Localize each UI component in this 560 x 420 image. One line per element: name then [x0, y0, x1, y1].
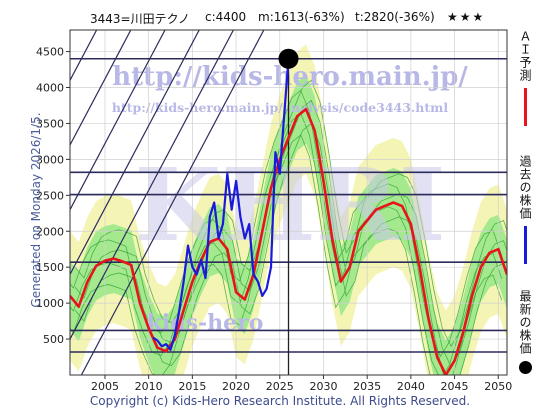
- trend-diagonal: [70, 30, 166, 210]
- y-tick-label: 4500: [36, 46, 64, 59]
- watermark-layer: http://kids-hero.main.jp/http://kids-her…: [112, 62, 468, 336]
- legend-latest-dot: [519, 361, 532, 374]
- x-tick-label: 2020: [222, 380, 250, 393]
- y-tick-label: 3500: [36, 117, 64, 130]
- x-tick-label: 2015: [178, 380, 206, 393]
- band-line: [70, 134, 503, 375]
- legend-ai-label: ＡＩ予測: [518, 30, 532, 82]
- plot-frame: [69, 29, 508, 376]
- range-band-inner: [70, 74, 507, 375]
- legend-past-swatch: [524, 226, 527, 264]
- trend-diagonal: [70, 30, 235, 340]
- y-tick-label: 3000: [36, 153, 64, 166]
- x-tick-label: 2040: [397, 380, 425, 393]
- x-tick-label: 2005: [91, 380, 119, 393]
- legend-past-label: 過去の株価: [518, 155, 532, 220]
- rating-stars: ★★★: [447, 10, 486, 24]
- legend-past: 過去の株価: [517, 155, 535, 264]
- y-tick-label: 4000: [36, 82, 64, 95]
- current-price: c:4400: [205, 10, 247, 24]
- min-price: m:1613(-63%): [258, 10, 345, 24]
- y-tick-label: 500: [43, 333, 64, 346]
- y-tick-label: 2500: [36, 189, 64, 202]
- axes-layer: 2005 2010 2015 2020 2025 2030 2035 2040 2045 2050…: [36, 29, 512, 393]
- latest-price-dot: [278, 48, 299, 69]
- band-line: [74, 79, 507, 348]
- x-tick-label: 2030: [309, 380, 337, 393]
- legend-ai-swatch: [524, 88, 527, 126]
- watermark-logo: KHRI: [134, 146, 445, 264]
- generated-date-label: Generated on Monday 2026/1/5.: [29, 112, 43, 308]
- ai-forecast-line: [70, 107, 507, 375]
- watermark-url-bottom: kids-hero: [147, 310, 264, 336]
- y-tick-label: 1500: [36, 261, 64, 274]
- x-tick-label: 2035: [353, 380, 381, 393]
- target-price: t:2820(-36%): [355, 10, 435, 24]
- y-tick-label: 2000: [36, 225, 64, 238]
- x-tick-label: 2010: [135, 380, 163, 393]
- stock-name: 3443=川田テクノ: [90, 12, 190, 26]
- x-tick-label: 2045: [441, 380, 469, 393]
- x-tick-label: 2050: [484, 380, 512, 393]
- past-price-line: [152, 58, 290, 351]
- trend-diagonal: [70, 30, 200, 275]
- y-tick-label: 1000: [36, 297, 64, 310]
- plot-lines: [70, 30, 507, 375]
- copyright-footer: Copyright (c) Kids-Hero Research Institu…: [89, 394, 471, 408]
- watermark-url-small: http://kids-hero.main.jp/analysis/code34…: [112, 100, 448, 115]
- legend-latest-label: 最新の株価: [518, 290, 532, 355]
- x-tick-label: 2025: [266, 380, 294, 393]
- trend-diagonal: [80, 30, 265, 375]
- legend-ai: ＡＩ予測: [517, 30, 535, 126]
- legend-latest: 最新の株価: [517, 290, 535, 374]
